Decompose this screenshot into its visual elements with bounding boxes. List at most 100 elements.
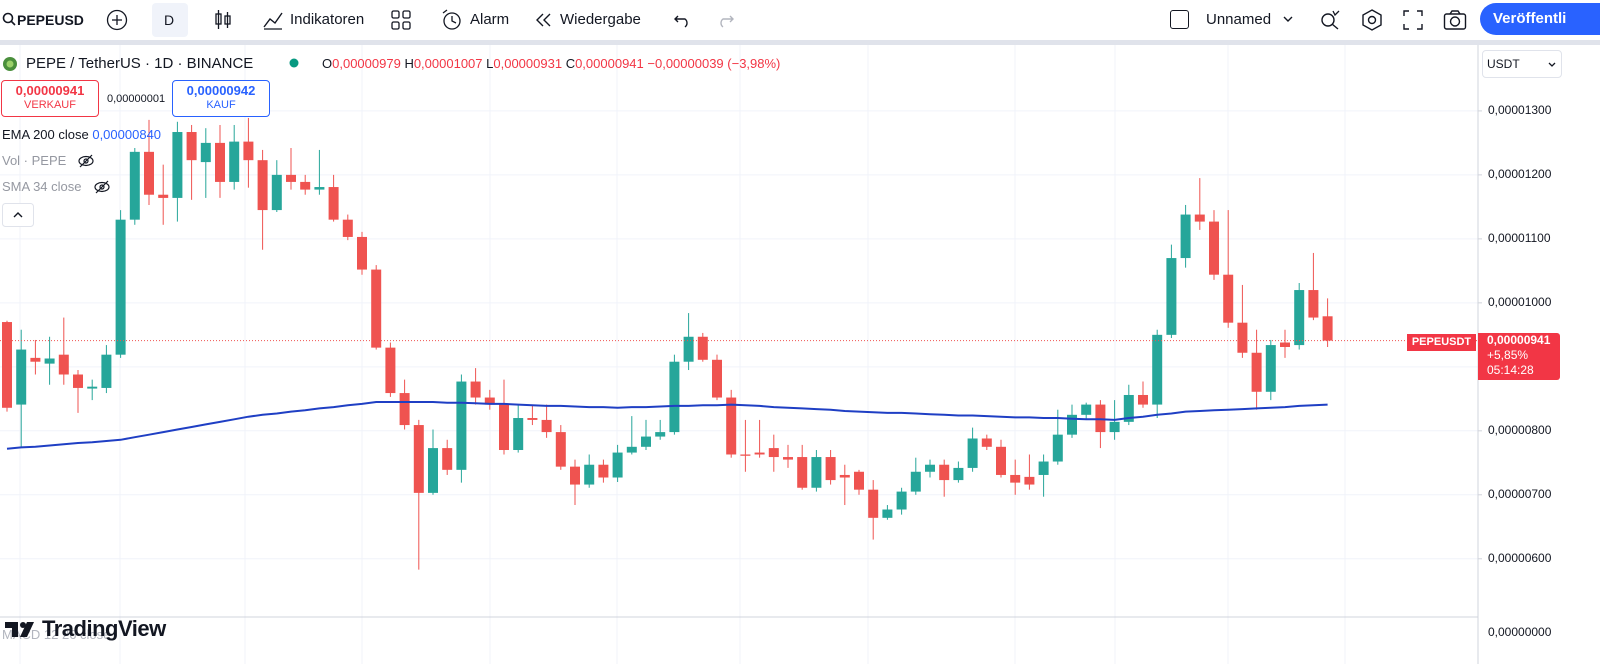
- replay-button[interactable]: Wiedergabe: [560, 11, 641, 28]
- chart-type-button[interactable]: [212, 9, 234, 31]
- macd-axis-label: 0,00000000: [1488, 625, 1552, 639]
- candle-body: [967, 438, 978, 468]
- layout-chevron[interactable]: [1282, 13, 1294, 25]
- candle-body: [1194, 214, 1205, 222]
- candle-body: [186, 132, 197, 161]
- candle-body: [129, 151, 140, 220]
- layout-checkbox[interactable]: [1170, 10, 1189, 29]
- buy-price: 0,00000942: [186, 83, 256, 98]
- candle-body: [811, 457, 822, 488]
- candle-body: [1152, 334, 1163, 405]
- candle-body: [87, 386, 98, 389]
- ema-legend: EMA 200 close 0,00000840: [2, 127, 161, 143]
- collapse-legend-button[interactable]: [2, 203, 34, 227]
- redo-button[interactable]: [714, 9, 736, 31]
- compare-button[interactable]: [106, 9, 128, 31]
- last-change: +5,85%: [1487, 348, 1529, 362]
- candle-body: [243, 141, 254, 161]
- candle-body: [726, 397, 737, 455]
- candle-body: [257, 160, 268, 211]
- symbol-price-tag: PEPEUSDT: [1407, 334, 1476, 351]
- hidden-icon[interactable]: [77, 153, 95, 169]
- last-price: 0,00000941: [1487, 333, 1551, 347]
- undo-button[interactable]: [672, 9, 694, 31]
- vertical-grid: [19, 45, 1346, 664]
- candle-body: [428, 448, 438, 493]
- candle-body: [754, 452, 765, 455]
- ema-line: [6, 401, 1328, 450]
- candle-body: [286, 174, 296, 182]
- candle-body: [996, 446, 1006, 475]
- ema-name: EMA 200 close: [2, 127, 89, 142]
- candle-body: [328, 187, 339, 220]
- candle-body: [910, 471, 921, 492]
- candle-body: [768, 448, 779, 458]
- candle-body: [854, 471, 864, 490]
- plot: [0, 117, 1478, 570]
- settings-button[interactable]: [1361, 9, 1383, 31]
- sma-legend: SMA 34 close: [2, 179, 82, 194]
- low-value: 0,00000931: [493, 56, 563, 71]
- candle-body: [1209, 221, 1219, 275]
- candle-body: [641, 436, 651, 447]
- candle-body: [30, 357, 41, 362]
- candle-body: [371, 269, 382, 348]
- high-label: H: [404, 56, 414, 71]
- snapshot-button[interactable]: [1443, 9, 1467, 31]
- candle-body: [73, 374, 83, 388]
- last-price-tag: 0,00000941 +5,85% 05:14:28: [1478, 333, 1560, 380]
- buy-label: KAUF: [206, 99, 236, 111]
- candle-body: [839, 474, 850, 478]
- quick-search-button[interactable]: [1319, 9, 1341, 31]
- close-label: C: [565, 56, 576, 71]
- fullscreen-button[interactable]: [1402, 9, 1424, 31]
- y-tick-label: 0,00000800: [1488, 423, 1552, 437]
- candle-body: [598, 464, 609, 478]
- layouts-button[interactable]: [390, 9, 412, 31]
- candle-body: [1322, 316, 1333, 341]
- candle-body: [1294, 290, 1305, 346]
- y-tick-label: 0,00001000: [1488, 295, 1552, 309]
- candle-body: [712, 359, 722, 398]
- search-icon: [2, 12, 16, 26]
- currency-select[interactable]: USDT: [1482, 50, 1562, 78]
- publish-text: Veröffentli: [1493, 10, 1567, 27]
- candle-body: [882, 509, 893, 518]
- watermark-logo: [5, 622, 34, 637]
- legend-title: PEPE / TetherUS · 1D · BINANCE: [26, 55, 254, 72]
- symbol-logo: [3, 57, 17, 71]
- candle-body: [584, 464, 595, 485]
- open-label: O: [322, 56, 333, 71]
- candle-body: [527, 418, 538, 420]
- candle-body: [172, 132, 183, 198]
- candle-body: [44, 358, 55, 364]
- candle-body: [1138, 394, 1148, 405]
- hidden-icon[interactable]: [93, 179, 111, 195]
- buy-button[interactable]: 0,00000942 KAUF: [172, 80, 270, 117]
- publish-button[interactable]: Veröffentli: [1480, 3, 1600, 35]
- sell-button[interactable]: 0,00000941 VERKAUF: [1, 80, 99, 117]
- candle-body: [1280, 342, 1290, 347]
- candle-body: [953, 467, 964, 481]
- sell-label: VERKAUF: [24, 99, 76, 111]
- ema-value: 0,00000840: [92, 127, 162, 142]
- candle-body: [1052, 434, 1063, 462]
- interval-button[interactable]: D: [164, 12, 175, 28]
- y-tick-label: 0,00001200: [1488, 167, 1552, 181]
- candle-body: [740, 454, 751, 456]
- candle-body: [1038, 461, 1049, 475]
- alert-button[interactable]: Alarm: [470, 11, 510, 28]
- candle-body: [115, 219, 126, 355]
- candle-body: [300, 181, 311, 190]
- candle-body: [200, 142, 211, 163]
- y-tick-label: 0,00000700: [1488, 487, 1552, 501]
- indicators-button[interactable]: Indikatoren: [290, 11, 365, 28]
- symbol-search[interactable]: PEPEUSD: [17, 12, 84, 28]
- candle-body: [1067, 414, 1077, 435]
- layout-name[interactable]: Unnamed: [1206, 11, 1272, 28]
- y-tick-label: 0,00001300: [1488, 103, 1552, 117]
- candle-body: [939, 464, 950, 481]
- candle-body: [896, 491, 907, 510]
